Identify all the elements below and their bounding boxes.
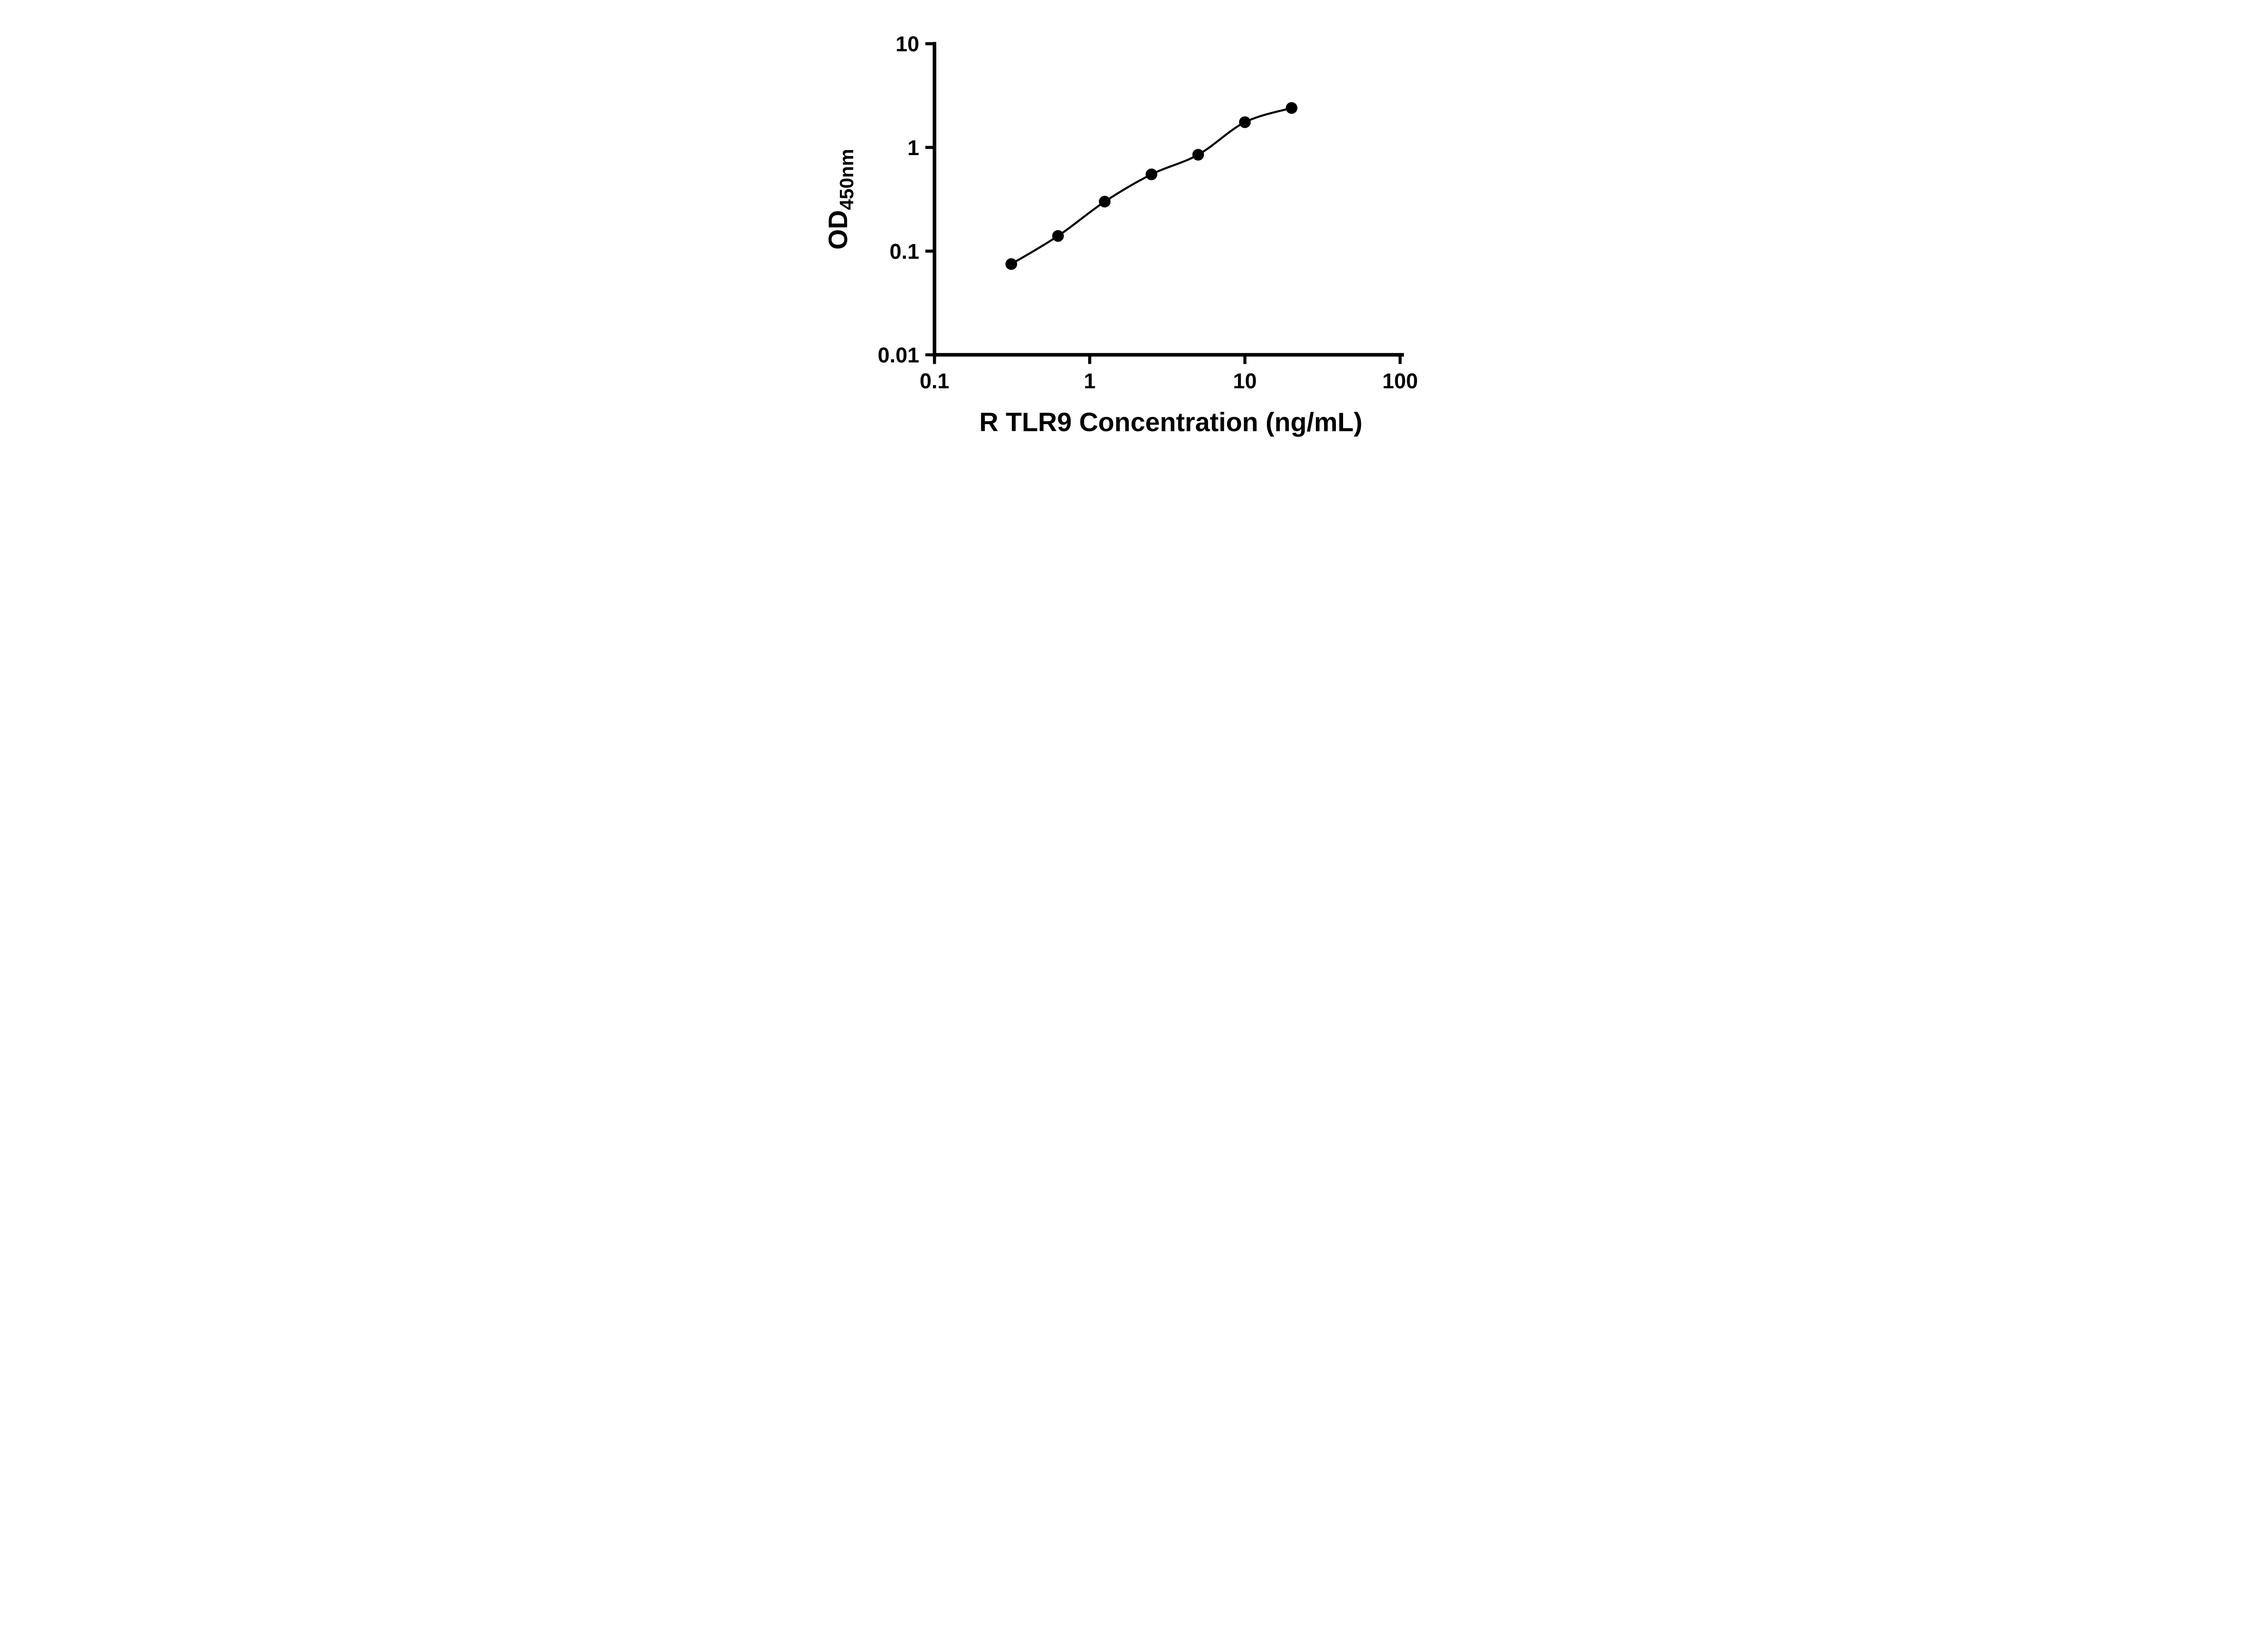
y-tick-label: 1 — [907, 136, 919, 160]
x-axis-title: R TLR9 Concentration (ng/mL) — [979, 407, 1363, 437]
axes-layer — [933, 42, 1404, 357]
y-tick-label: 10 — [895, 32, 919, 56]
data-point — [1192, 149, 1204, 161]
x-tick-label: 100 — [1382, 369, 1418, 393]
figure-container: 0.1 1 10 100 10 1 0.1 0.01 R TLR9 Concentration… — [807, 0, 1461, 458]
y-tick-label: 0.1 — [890, 239, 919, 263]
ticks-layer — [925, 42, 1402, 364]
axis-lines — [933, 42, 1404, 357]
data-point — [1005, 258, 1017, 270]
data-point — [1099, 196, 1111, 208]
data-point — [1239, 116, 1251, 128]
series-layer — [1005, 102, 1298, 270]
data-point — [1286, 102, 1298, 114]
data-point — [1052, 230, 1064, 242]
x-tick-label: 10 — [1233, 369, 1256, 393]
x-tick-label: 1 — [1084, 369, 1095, 393]
y-axis-title-main: OD — [823, 210, 853, 249]
y-axis-title: OD450nm — [823, 149, 857, 249]
data-point — [1145, 168, 1158, 181]
y-tick-label: 0.01 — [878, 343, 919, 367]
fit-curve — [1011, 107, 1292, 265]
x-tick-label: 0.1 — [919, 369, 949, 393]
y-axis-title-sub: 450nm — [836, 149, 858, 210]
